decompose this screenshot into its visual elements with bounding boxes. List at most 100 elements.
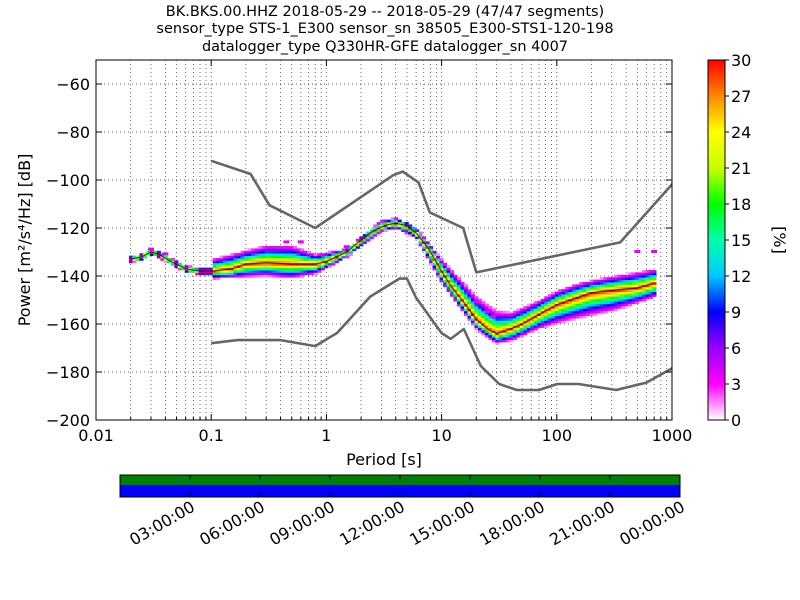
psd-cell <box>446 272 451 276</box>
psd-cell <box>502 332 507 336</box>
psd-cell <box>317 265 322 268</box>
psd-cell <box>156 250 161 254</box>
psd-cell <box>484 303 489 307</box>
psd-cell <box>561 320 566 324</box>
psd-cell <box>313 270 318 273</box>
psd-cell <box>624 277 629 280</box>
psd-cell <box>621 298 626 302</box>
psd-cell <box>195 270 200 273</box>
psd-cell <box>254 250 259 254</box>
psd-cell <box>422 243 427 247</box>
colorbar-label: [%] <box>770 226 789 254</box>
psd-cell <box>614 303 619 307</box>
psd-cell <box>634 294 640 297</box>
psd-cell <box>547 298 552 302</box>
psd-cell <box>450 291 455 295</box>
psd-cell <box>516 334 521 338</box>
psd-cell <box>348 248 353 252</box>
psd-cell <box>453 279 458 283</box>
psd-cell <box>258 267 263 271</box>
psd-cell <box>502 320 507 324</box>
psd-cell <box>505 339 510 343</box>
psd-cell <box>561 289 566 292</box>
psd-cell <box>645 291 650 295</box>
psd-cell <box>135 258 140 261</box>
psd-cell <box>170 262 175 266</box>
psd-cell <box>634 284 640 288</box>
psd-cell <box>439 277 444 280</box>
psd-cell <box>593 279 598 283</box>
psd-cell <box>292 258 298 261</box>
psd-cell <box>181 267 186 271</box>
psd-cell <box>334 253 339 256</box>
psd-cell <box>512 322 517 326</box>
psd-cell <box>579 289 584 292</box>
psd-cell <box>641 286 647 290</box>
psd-cell <box>648 296 654 300</box>
psd-cell <box>481 315 486 319</box>
psd-cell <box>624 303 629 307</box>
psd-cell <box>565 306 570 309</box>
psd-cell <box>397 224 402 228</box>
psd-cell <box>586 306 591 309</box>
psd-cell <box>233 270 238 273</box>
psd-cell <box>436 253 441 256</box>
psd-cell <box>244 274 249 278</box>
psd-cell <box>509 337 514 340</box>
psd-cell <box>163 258 168 261</box>
psd-cell <box>614 306 619 309</box>
psd-cell <box>268 253 273 256</box>
psd-cell <box>502 337 507 340</box>
psd-cell <box>498 325 503 328</box>
psd-cell <box>593 303 598 307</box>
psd-cell <box>607 279 612 283</box>
psd-cell <box>579 296 584 300</box>
psd-cell <box>341 255 346 259</box>
psd-cell <box>617 296 622 300</box>
psd-cell <box>244 265 249 268</box>
psd-cell <box>265 262 270 266</box>
psd-cell <box>509 320 514 324</box>
psd-cell <box>275 262 280 266</box>
psd-cell <box>285 258 291 261</box>
psd-cell <box>505 313 510 316</box>
psd-cell <box>614 286 619 290</box>
psd-cell <box>258 274 263 278</box>
psd-cell <box>247 250 252 254</box>
psd-cell <box>540 322 545 326</box>
psd-cell <box>495 342 500 345</box>
psd-cell <box>530 327 535 331</box>
psd-cell <box>254 274 259 278</box>
psd-cell <box>467 291 472 295</box>
psd-cell <box>317 270 322 273</box>
psd-cell <box>463 294 469 297</box>
psd-cell <box>502 325 507 328</box>
psd-cell <box>223 262 228 266</box>
psd-cell <box>380 219 385 223</box>
psd-cell <box>627 289 633 292</box>
psd-cell <box>460 282 465 285</box>
psd-cell <box>446 274 451 278</box>
psd-cell <box>607 303 612 307</box>
psd-cell <box>432 267 437 271</box>
psd-cell <box>443 272 448 276</box>
psd-cell <box>373 231 378 235</box>
psd-cell <box>516 325 521 328</box>
psd-cell <box>198 267 203 271</box>
psd-cell <box>401 222 406 225</box>
psd-cell <box>627 279 633 283</box>
psd-cell <box>491 308 496 312</box>
psd-cell <box>484 325 489 328</box>
colorbar-ticks: 0 3 6 9 12 15 18 21 24 27 30 <box>725 51 751 430</box>
psd-cell <box>338 258 343 261</box>
psd-cell <box>443 265 448 268</box>
psd-cell <box>404 229 409 232</box>
psd-cell <box>216 260 221 264</box>
psd-cell <box>306 272 312 276</box>
psd-cell <box>184 265 189 268</box>
psd-cell <box>456 291 462 295</box>
psd-cell <box>258 272 263 276</box>
psd-cell <box>607 301 612 304</box>
psd-cell <box>589 303 594 307</box>
